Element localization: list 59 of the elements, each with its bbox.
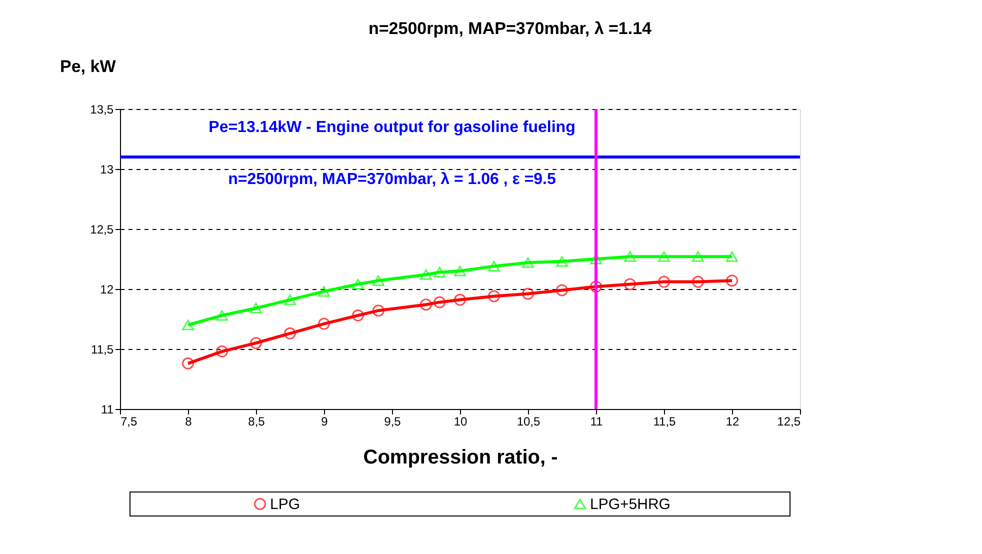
point [556,284,568,296]
x-tick-label: 8 [185,414,192,428]
x-tick-label: 11 [590,414,604,428]
chart-title: n=2500rpm, MAP=370mbar, λ =1.14 [368,19,652,38]
point [216,345,228,358]
x-tick-label: 8,5 [248,414,266,428]
annotation: n=2500rpm, MAP=370mbar, λ = 1.06 , ε =9.5 [228,171,556,188]
point [556,256,568,267]
point [420,298,432,311]
x-tick-label: 10,5 [516,414,540,428]
point [352,309,364,322]
point [488,260,500,272]
point [658,251,670,262]
point [250,337,262,349]
x-tick-label: 10 [454,414,468,428]
point [522,288,534,300]
x-tick-label: 9,5 [384,414,402,428]
legend-label: LPG [270,496,300,513]
point [216,310,228,321]
point [624,251,636,262]
point [420,269,432,280]
point [624,278,636,290]
point [372,275,384,286]
point [250,302,262,314]
y-tick-label: 11,5 [91,342,114,356]
legend-label: LPG+5HRG [590,496,670,513]
point [454,294,466,306]
point [726,274,738,287]
point [318,286,330,297]
point [658,276,670,288]
point [488,290,500,302]
point [318,318,330,330]
point [284,327,296,340]
y-axis-title: Pe, kW [60,57,117,76]
x-tick-label: 9 [321,414,328,428]
x-axis-title: Compression ratio, - [363,446,558,468]
point [454,266,466,276]
point [522,257,534,268]
point [726,251,738,262]
annotation: Pe=13.14kW - Engine output for gasoline fueling [208,119,576,136]
point [352,278,364,290]
y-tick-label: 13 [100,162,114,176]
point [284,294,296,306]
point [434,266,446,278]
y-tick-label: 12 [100,282,114,296]
point [692,251,704,262]
point [692,276,704,288]
point [590,280,602,293]
x-tick-label: 12,5 [777,414,801,428]
x-tick-label: 7,5 [120,414,138,428]
x-tick-label: 11,5 [653,414,676,428]
point [182,320,194,330]
point [182,357,194,370]
point [434,296,446,308]
y-tick-label: 12,5 [90,222,114,236]
point [372,304,384,317]
x-tick-label: 12 [726,414,740,428]
y-tick-label: 13,5 [90,102,114,116]
y-tick-label: 11 [101,402,114,416]
